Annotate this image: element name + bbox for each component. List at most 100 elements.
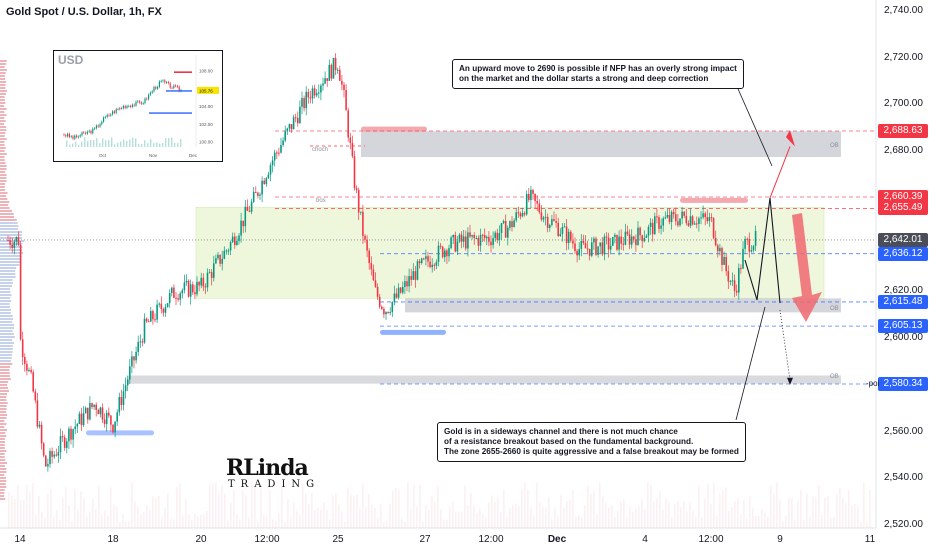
candle-body — [274, 153, 276, 161]
volume-profile-bar — [0, 327, 14, 329]
volume-bar — [134, 501, 136, 528]
volume-profile-bar — [0, 321, 12, 323]
candle-body — [318, 92, 320, 93]
volume-bar — [227, 521, 229, 528]
inset-candle-body — [85, 133, 86, 134]
candle-body — [560, 234, 562, 236]
volume-bar — [131, 483, 133, 528]
candle-body — [471, 235, 473, 237]
volume-profile-bar — [0, 153, 7, 155]
volume-bar — [464, 486, 466, 528]
candle-body — [753, 246, 755, 250]
time-tick-label: Dec — [548, 534, 566, 545]
volume-bar — [833, 517, 835, 528]
volume-bar — [656, 498, 658, 528]
inset-volume-bar — [84, 137, 85, 147]
volume-bar — [857, 507, 859, 528]
volume-bar — [821, 515, 823, 528]
inset-candle-body — [69, 134, 70, 137]
candle-body — [32, 372, 34, 391]
candle-body — [303, 98, 305, 108]
inset-candle-body — [105, 117, 106, 118]
volume-profile-bar — [0, 222, 18, 224]
candle-body — [581, 241, 583, 249]
volume-bar — [401, 518, 403, 528]
volume-profile-bar — [0, 351, 13, 353]
volume-bar — [788, 498, 790, 528]
inset-candle-body — [168, 82, 169, 83]
volume-profile-bar — [0, 258, 20, 260]
volume-profile-bar — [0, 348, 13, 350]
candle-body — [102, 407, 104, 419]
volume-bar — [443, 519, 445, 528]
zone-tag-upper: OB — [830, 143, 839, 149]
zone-tag-lower: OB — [830, 374, 839, 380]
volume-bar — [77, 510, 79, 528]
usd-index-inset[interactable]: USD 108.00106.00104.00102.00100.00105.76… — [53, 50, 223, 162]
volume-bar — [317, 508, 319, 528]
candle-body — [444, 250, 446, 257]
candle-body — [284, 131, 286, 140]
candle-body — [112, 425, 114, 433]
volume-bar — [704, 499, 706, 528]
candle-body — [648, 227, 650, 236]
volume-bar — [779, 500, 781, 528]
candle-body — [723, 257, 725, 265]
inset-candle-body — [92, 129, 93, 134]
volume-profile-bar — [0, 264, 19, 266]
volume-bar — [482, 514, 484, 528]
candle-body — [480, 235, 482, 246]
inset-volume-bar — [123, 139, 124, 147]
volume-profile-bar — [0, 312, 11, 314]
candle-body — [486, 237, 488, 238]
inset-volume-bar — [81, 142, 82, 147]
volume-bar — [455, 512, 457, 528]
volume-bar — [749, 496, 751, 528]
candle-body — [404, 281, 406, 287]
inset-candle-body — [114, 111, 115, 113]
upside-scenario-note[interactable]: An upward move to 2690 is possible if NF… — [452, 59, 744, 89]
candle-body — [618, 237, 620, 250]
candle-body — [280, 145, 282, 153]
volume-bar — [161, 518, 163, 528]
inset-candle-body — [96, 126, 97, 129]
volume-bar — [74, 489, 76, 528]
candle-body — [16, 237, 18, 242]
candle-body — [58, 452, 60, 456]
volume-profile-bar — [0, 393, 7, 395]
sideways-channel-note[interactable]: Gold is in a sideways channel and there … — [437, 422, 746, 462]
candle-body — [627, 232, 629, 235]
inset-volume-bar — [141, 144, 142, 147]
candle-body — [282, 141, 284, 146]
volume-profile-bar — [0, 423, 6, 425]
candle-body — [209, 272, 211, 273]
candle-body — [255, 192, 257, 193]
candle-body — [564, 226, 566, 227]
candle-body — [314, 88, 316, 95]
volume-bar — [728, 511, 730, 528]
candle-body — [389, 312, 391, 313]
volume-bar — [500, 512, 502, 528]
candle-body — [98, 410, 100, 414]
candle-body — [43, 443, 45, 455]
volume-bar — [497, 497, 499, 528]
volume-profile-bar — [0, 294, 12, 296]
candle-body — [72, 429, 74, 439]
volume-bar — [254, 488, 256, 528]
candle-body — [360, 212, 362, 213]
volume-profile-bar — [0, 201, 9, 203]
volume-bar — [206, 511, 208, 528]
inset-current-label: 105.76 — [199, 88, 213, 93]
candle-body — [207, 273, 209, 288]
candle-body — [341, 81, 343, 85]
inset-candle-body — [137, 101, 138, 102]
candle-body — [310, 97, 312, 98]
volume-profile-bar — [0, 183, 5, 185]
candle-body — [135, 352, 137, 360]
volume-profile-bar — [0, 369, 9, 371]
volume-profile-bar — [0, 306, 10, 308]
volume-profile-bar — [0, 99, 5, 101]
candle-body — [287, 128, 289, 131]
volume-bar — [350, 495, 352, 528]
candle-body — [108, 413, 110, 416]
